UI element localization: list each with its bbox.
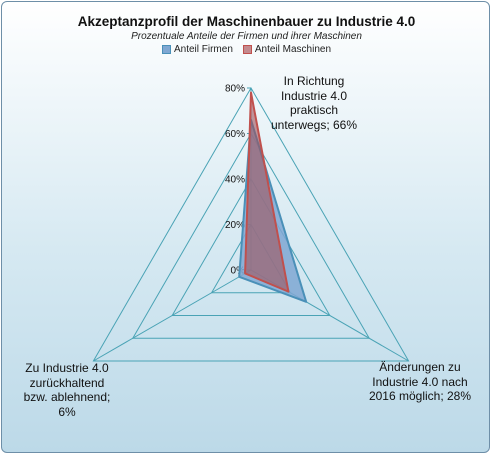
series-1-area	[244, 91, 290, 293]
chart-subtitle: Prozentuale Anteile der Firmen und ihrer…	[131, 31, 362, 42]
category-label-top: In Richtung Industrie 4.0 praktisch unte…	[270, 74, 358, 132]
legend-item-firmen: Anteil Firmen	[161, 44, 233, 55]
legend-swatch-firmen	[161, 45, 171, 54]
tick-label-1: 20%	[225, 220, 245, 231]
legend-label-firmen: Anteil Firmen	[173, 44, 233, 55]
legend: Anteil Firmen Anteil Maschinen	[0, 44, 493, 55]
legend-swatch-maschinen	[242, 45, 252, 54]
tick-label-2: 40%	[225, 175, 245, 186]
chart-title: Akzeptanzprofil der Maschinenbauer zu In…	[77, 14, 416, 29]
legend-item-maschinen: Anteil Maschinen	[242, 44, 332, 55]
category-label-bottom-right: Änderungen zu Industrie 4.0 nach 2016 mö…	[368, 360, 472, 403]
grid-spoke-2	[93, 269, 252, 362]
tick-label-0: 0%	[231, 266, 246, 277]
grid-ring-3	[131, 132, 371, 339]
category-label-bottom-left: Zu Industrie 4.0 zurückhaltend bzw. able…	[23, 361, 111, 419]
grid-ring-4	[92, 87, 410, 362]
legend-label-maschinen: Anteil Maschinen	[254, 44, 332, 55]
tick-label-3: 60%	[225, 129, 245, 140]
tick-label-4: 80%	[225, 84, 245, 95]
